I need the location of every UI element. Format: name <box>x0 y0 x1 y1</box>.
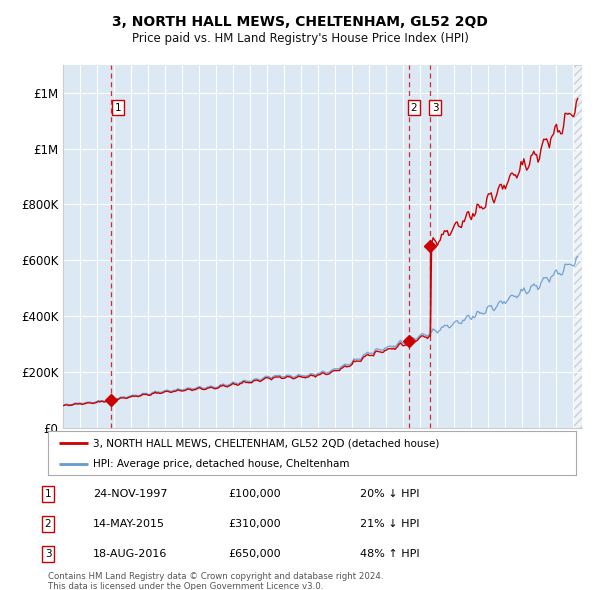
Text: 1: 1 <box>44 489 52 499</box>
Text: 2: 2 <box>411 103 418 113</box>
Text: Contains HM Land Registry data © Crown copyright and database right 2024.: Contains HM Land Registry data © Crown c… <box>48 572 383 581</box>
Text: 20% ↓ HPI: 20% ↓ HPI <box>360 489 419 499</box>
Text: 3: 3 <box>432 103 439 113</box>
Text: 3: 3 <box>44 549 52 559</box>
Text: 48% ↑ HPI: 48% ↑ HPI <box>360 549 419 559</box>
Bar <box>574 65 582 428</box>
Text: 14-MAY-2015: 14-MAY-2015 <box>93 519 165 529</box>
Text: 3, NORTH HALL MEWS, CHELTENHAM, GL52 2QD: 3, NORTH HALL MEWS, CHELTENHAM, GL52 2QD <box>112 15 488 29</box>
Text: 1: 1 <box>115 103 121 113</box>
Text: 24-NOV-1997: 24-NOV-1997 <box>93 489 167 499</box>
Text: £650,000: £650,000 <box>228 549 281 559</box>
Text: £100,000: £100,000 <box>228 489 281 499</box>
Text: Price paid vs. HM Land Registry's House Price Index (HPI): Price paid vs. HM Land Registry's House … <box>131 32 469 45</box>
Text: 3, NORTH HALL MEWS, CHELTENHAM, GL52 2QD (detached house): 3, NORTH HALL MEWS, CHELTENHAM, GL52 2QD… <box>93 438 439 448</box>
Text: £310,000: £310,000 <box>228 519 281 529</box>
Text: HPI: Average price, detached house, Cheltenham: HPI: Average price, detached house, Chel… <box>93 459 349 469</box>
Text: 2: 2 <box>44 519 52 529</box>
Text: 21% ↓ HPI: 21% ↓ HPI <box>360 519 419 529</box>
Text: This data is licensed under the Open Government Licence v3.0.: This data is licensed under the Open Gov… <box>48 582 323 590</box>
Text: 18-AUG-2016: 18-AUG-2016 <box>93 549 167 559</box>
